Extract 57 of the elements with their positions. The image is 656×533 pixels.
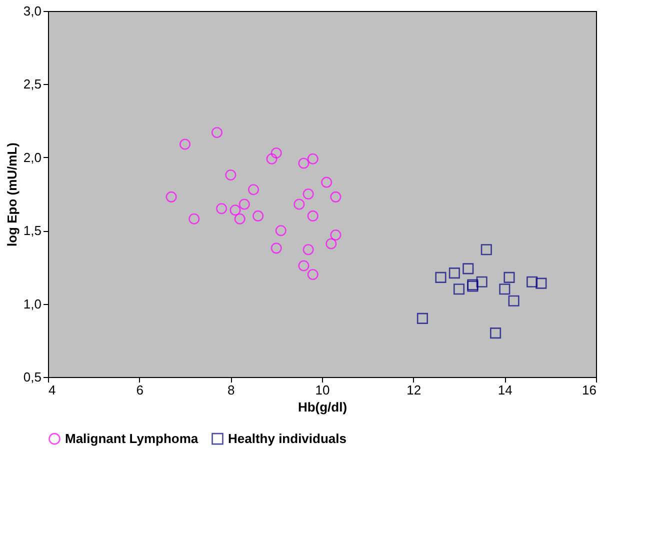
legend-label: Healthy individuals: [228, 430, 346, 446]
point: [211, 127, 222, 138]
y-tick-label: 1,5: [23, 223, 42, 238]
point: [294, 198, 305, 210]
point: [480, 244, 492, 256]
point: [166, 191, 177, 202]
x-tick-label: 10: [315, 382, 330, 398]
x-tick-label: 6: [136, 382, 144, 398]
x-tick-label: 14: [498, 382, 512, 398]
point: [225, 169, 236, 180]
point: [266, 153, 278, 164]
point: [504, 272, 515, 283]
point: [490, 328, 502, 339]
y-tick-label: 2,5: [23, 76, 42, 92]
x-tick-label: 8: [228, 382, 235, 398]
x-tick-label: 12: [406, 382, 422, 398]
point: [453, 284, 465, 295]
point: [416, 312, 428, 324]
x-axis-title: Hb(g/dl): [298, 400, 348, 414]
y-tick-label: 2,0: [23, 150, 42, 165]
y-tick-label: 3,0: [23, 4, 42, 18]
point: [462, 263, 474, 274]
x-tick-label: 4: [48, 382, 56, 398]
point: [234, 213, 246, 224]
point: [508, 295, 520, 306]
point: [188, 213, 200, 224]
point: [536, 278, 547, 289]
legend-label: Malignant Lymphoma: [65, 430, 199, 446]
point: [179, 138, 191, 150]
y-tick-label: 0,5: [23, 370, 42, 384]
point: [476, 276, 488, 288]
point: [435, 272, 446, 283]
point: [275, 225, 286, 236]
point: [499, 284, 510, 295]
point: [270, 242, 282, 254]
point: [298, 158, 310, 169]
point: [307, 269, 318, 280]
point: [330, 191, 342, 202]
point: [216, 203, 228, 214]
point: [270, 147, 282, 159]
point: [526, 276, 538, 288]
point: [321, 176, 332, 188]
point: [230, 204, 241, 216]
point: [307, 210, 318, 222]
point: [248, 184, 260, 196]
point: [302, 244, 314, 256]
point: [252, 210, 264, 222]
point: [298, 260, 310, 272]
point: [302, 188, 314, 200]
y-axis-title: log Epo (mU/mL): [4, 142, 20, 246]
point: [326, 238, 337, 250]
point: [330, 229, 342, 241]
point: [448, 268, 460, 279]
x-tick-label: 16: [582, 382, 596, 398]
point: [307, 153, 318, 164]
point: [238, 198, 250, 210]
y-tick-label: 1,0: [23, 296, 42, 312]
